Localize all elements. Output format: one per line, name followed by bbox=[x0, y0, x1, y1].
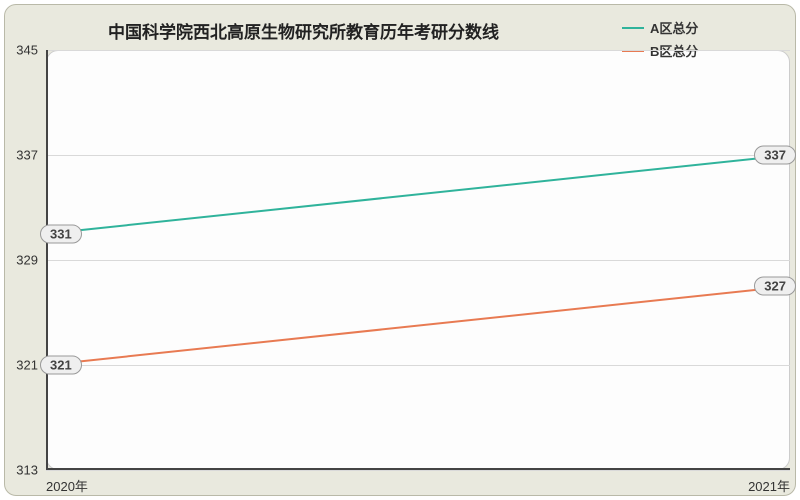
point-label: 337 bbox=[754, 146, 796, 165]
series-line bbox=[46, 286, 790, 365]
y-tick-label: 313 bbox=[16, 463, 46, 478]
line-chart: 中国科学院西北高原生物研究所教育历年考研分数线 A区总分B区总分 3133213… bbox=[0, 0, 800, 500]
gridline bbox=[46, 470, 790, 471]
x-axis bbox=[46, 468, 790, 470]
legend-item: A区总分 bbox=[622, 18, 698, 37]
gridline bbox=[46, 155, 790, 156]
y-tick-label: 337 bbox=[16, 148, 46, 163]
point-label: 321 bbox=[40, 356, 82, 375]
plot-area: 3133213293373452020年2021年331337321327 bbox=[46, 50, 790, 470]
y-tick-label: 345 bbox=[16, 43, 46, 58]
x-tick-label: 2020年 bbox=[46, 470, 88, 495]
x-tick-label: 2021年 bbox=[748, 470, 790, 495]
gridline bbox=[46, 50, 790, 51]
y-tick-label: 329 bbox=[16, 253, 46, 268]
point-label: 331 bbox=[40, 224, 82, 243]
gridline bbox=[46, 365, 790, 366]
gridline bbox=[46, 260, 790, 261]
legend-label: A区总分 bbox=[650, 18, 698, 37]
legend-swatch bbox=[622, 27, 644, 29]
chart-title: 中国科学院西北高原生物研究所教育历年考研分数线 bbox=[108, 18, 499, 43]
series-line bbox=[46, 155, 790, 234]
y-axis bbox=[46, 50, 48, 470]
point-label: 327 bbox=[754, 277, 796, 296]
